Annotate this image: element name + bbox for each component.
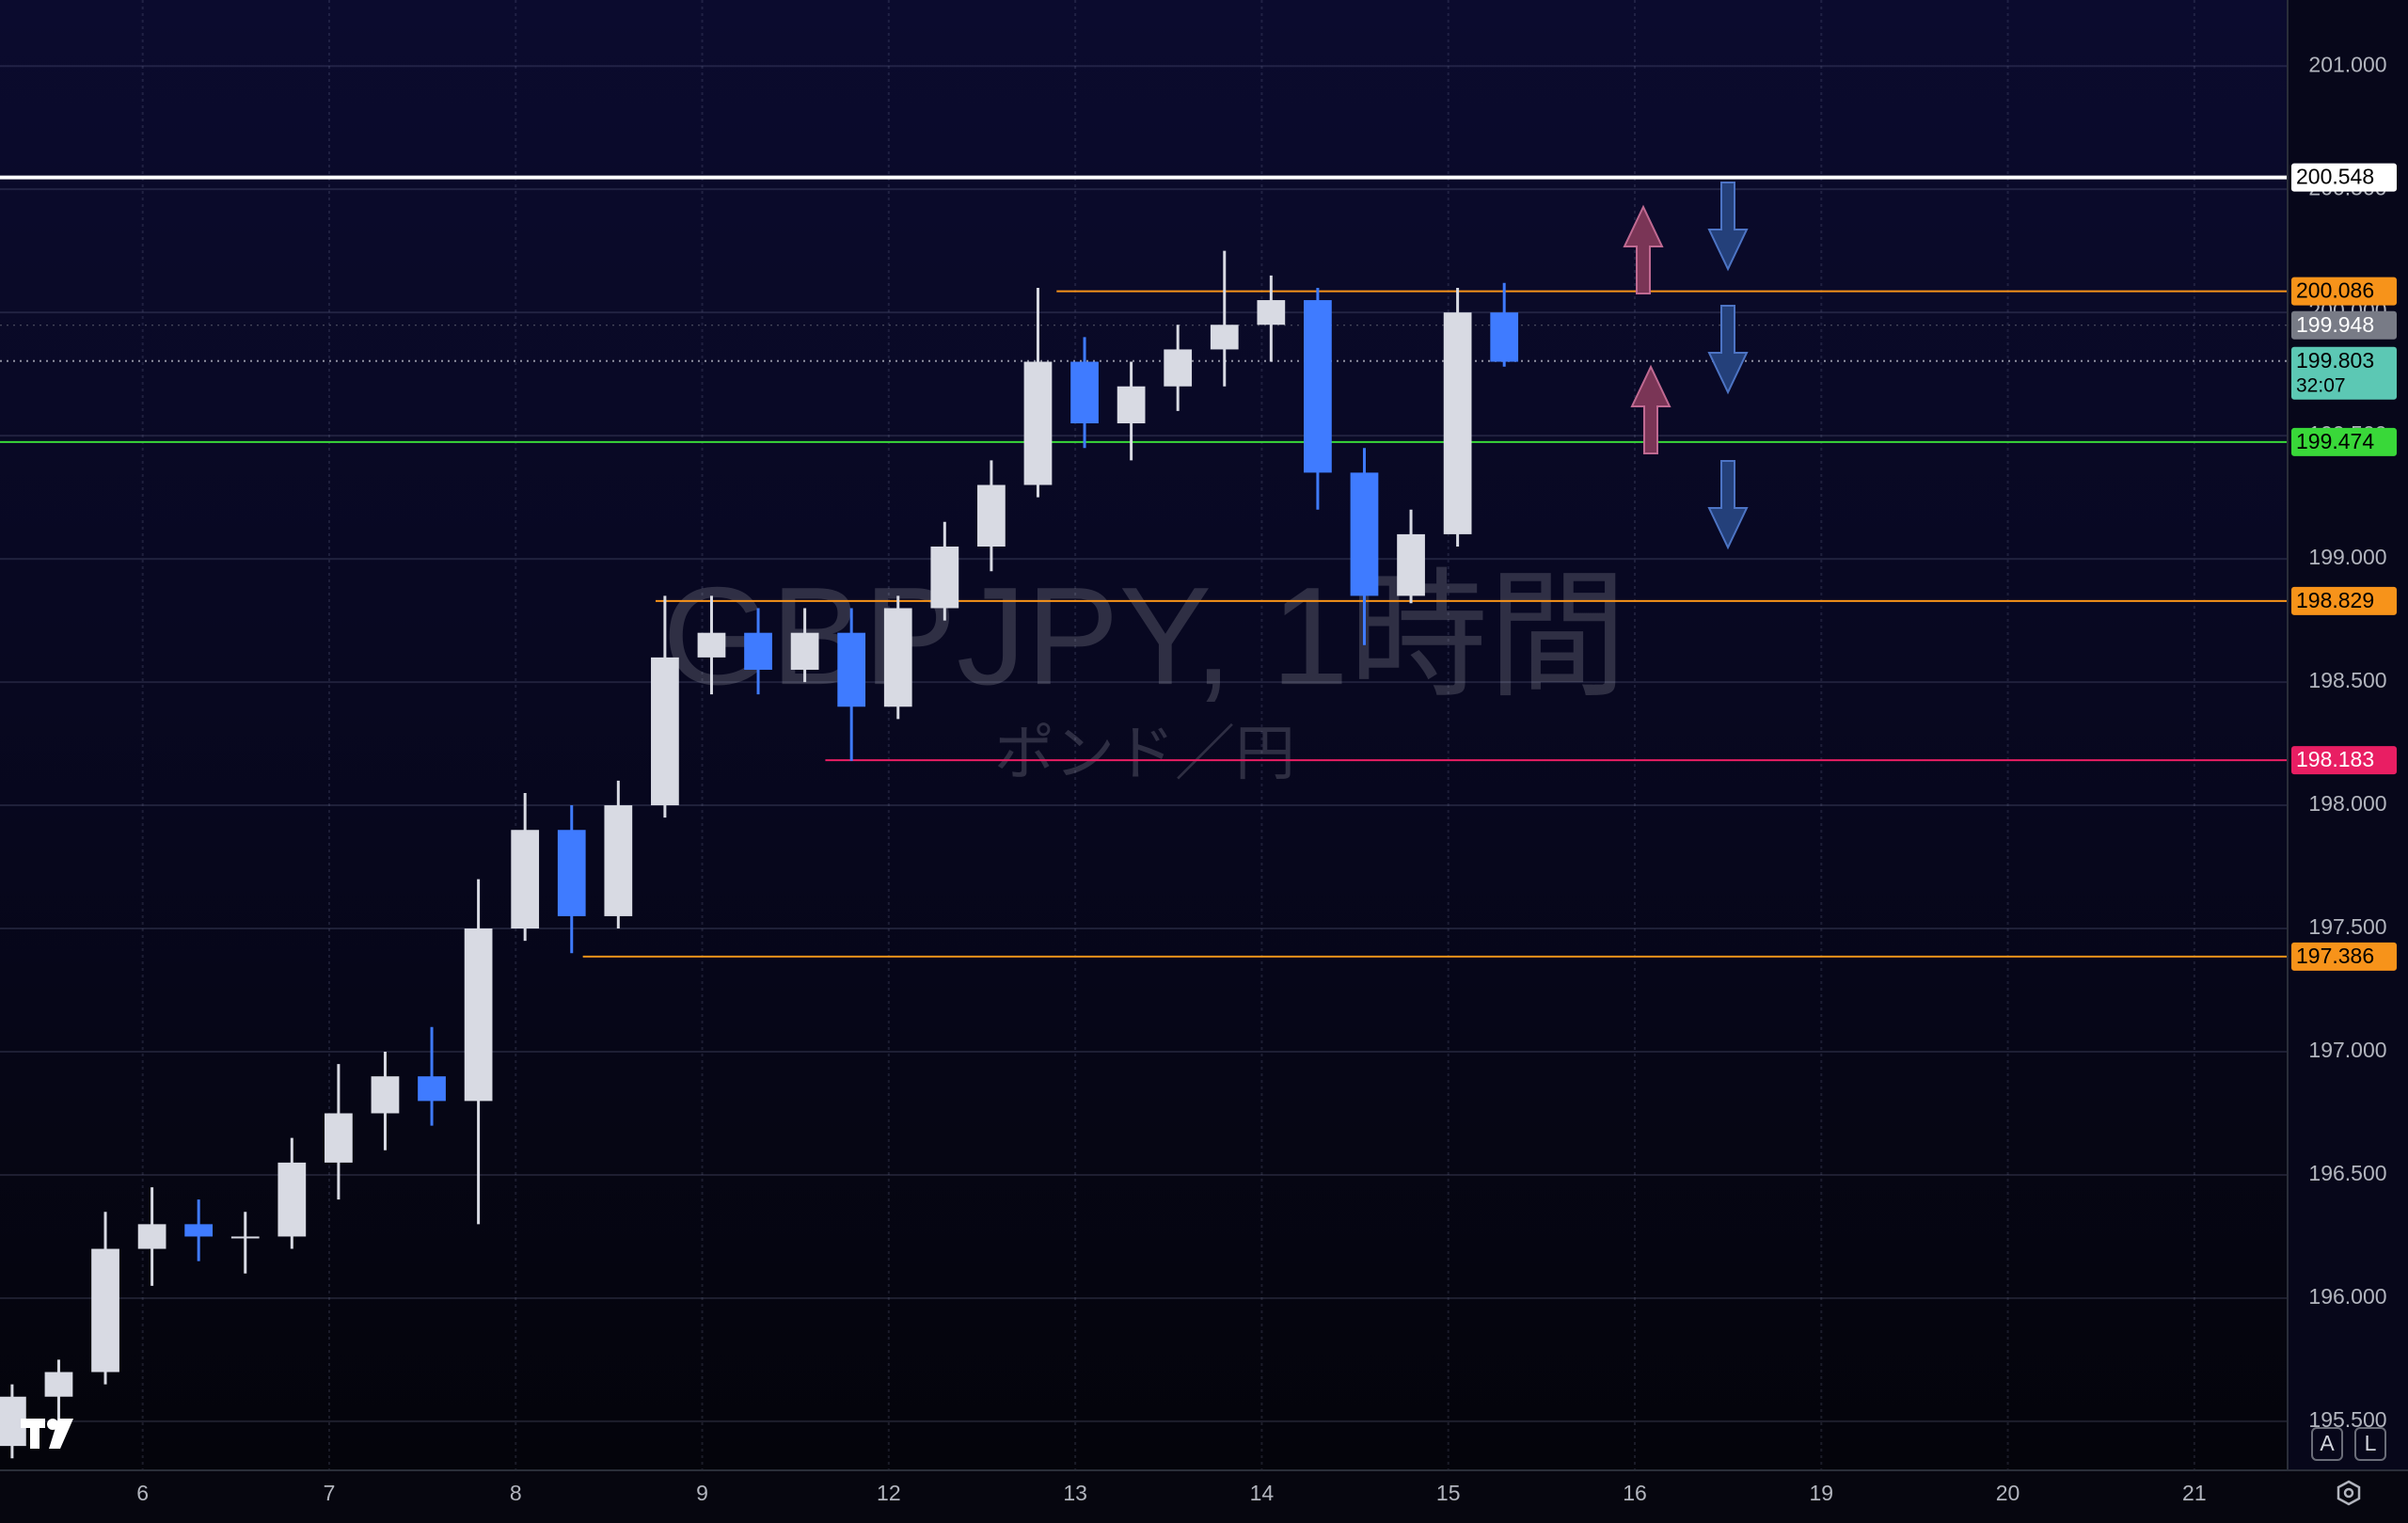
y-tick-label: 198.000 [2308,791,2386,816]
candles [0,250,1519,1459]
y-tick-label: 196.000 [2308,1284,2386,1309]
candle-body [1117,386,1146,424]
candle-body [651,657,679,806]
grid [0,0,2288,1469]
candle-body [1023,361,1053,485]
tv-logo [21,1419,73,1449]
candle-body [604,805,633,916]
candle-body [44,1372,73,1397]
y-tick-label: 197.500 [2308,914,2386,939]
candle-body [464,928,493,1102]
y-tick-label: 196.500 [2308,1161,2386,1185]
candle-body [418,1076,446,1102]
x-tick-label: 16 [1623,1481,1647,1505]
arrow-up [1631,366,1671,454]
x-tick-label: 13 [1063,1481,1087,1505]
candle-body [557,830,586,916]
candle-body [930,547,959,609]
arrow-down [1708,182,1748,270]
candle-body [1210,325,1239,350]
candle-body [1443,312,1472,534]
y-tick-label: 198.500 [2308,668,2386,692]
y-tick-label: 201.000 [2308,52,2386,76]
x-tick-label: 20 [1996,1481,2020,1505]
arrows [1624,182,1748,548]
x-tick-label: 7 [324,1481,336,1505]
price-marker-label: 198.183 [2296,747,2374,771]
price-marker-label: 198.829 [2296,588,2374,612]
settings-icon[interactable] [2337,1480,2361,1506]
candle-body [790,632,819,670]
price-marker [2291,163,2397,192]
candle-body [277,1162,307,1237]
price-marker [2291,586,2397,615]
levels [0,175,2288,958]
watermark: GBPJPY, 1時間 [662,559,1626,714]
candle-body [977,484,1006,547]
y-tick-label: 197.000 [2308,1038,2386,1062]
x-tick-label: 15 [1436,1481,1461,1505]
candle-body [1397,533,1425,596]
price-marker-label: 200.548 [2296,165,2374,189]
price-marker [2291,346,2397,400]
candle-body [697,632,726,658]
candle-body [325,1113,353,1163]
candle-body [1070,361,1099,424]
countdown-label: 32:07 [2296,374,2346,396]
candle-body [137,1224,166,1249]
candle-body [91,1248,119,1372]
price-marker-label: 199.948 [2296,312,2374,337]
candle-body [744,632,772,670]
x-tick-label: 9 [696,1481,708,1505]
auto-button[interactable] [2311,1427,2343,1461]
candle-body [184,1224,214,1237]
candle-body [1304,300,1332,473]
candle-body [1350,472,1379,596]
watermark-subtitle: ポンド／円 [994,720,1295,787]
candle-body [1257,300,1286,325]
candle-body [883,608,912,707]
log-button[interactable] [2354,1427,2386,1461]
x-tick-label: 14 [1250,1481,1275,1505]
candle-body [837,632,866,707]
y-tick-label: 199.000 [2308,545,2386,569]
x-tick-label: 6 [136,1481,149,1505]
price-marker [2291,310,2397,340]
arrow-down [1708,460,1748,548]
x-tick-label: 21 [2182,1481,2207,1505]
x-tick-label: 19 [1809,1481,1833,1505]
price-marker-label: 199.474 [2296,429,2374,453]
candle-body [1164,349,1193,387]
x-tick-label: 8 [510,1481,522,1505]
arrow-down [1708,305,1748,393]
price-marker-label: 197.386 [2296,944,2374,968]
price-marker-label: 200.086 [2296,278,2374,303]
scale-buttons[interactable]: A L [2311,1427,2386,1461]
candle-body [371,1076,400,1114]
price-marker [2291,746,2397,775]
time-axis-bg [0,1470,2408,1523]
log-button-label[interactable]: L [2365,1431,2377,1455]
candle-body [511,830,540,929]
arrow-up [1624,206,1663,294]
price-marker [2291,427,2397,456]
price-marker [2291,942,2397,971]
price-marker [2291,277,2397,306]
candle-body [1490,312,1519,362]
price-marker-label: 199.803 [2296,348,2374,373]
x-tick-label: 12 [877,1481,901,1505]
auto-button-label[interactable]: A [2320,1431,2335,1455]
candle-body [230,1236,260,1239]
